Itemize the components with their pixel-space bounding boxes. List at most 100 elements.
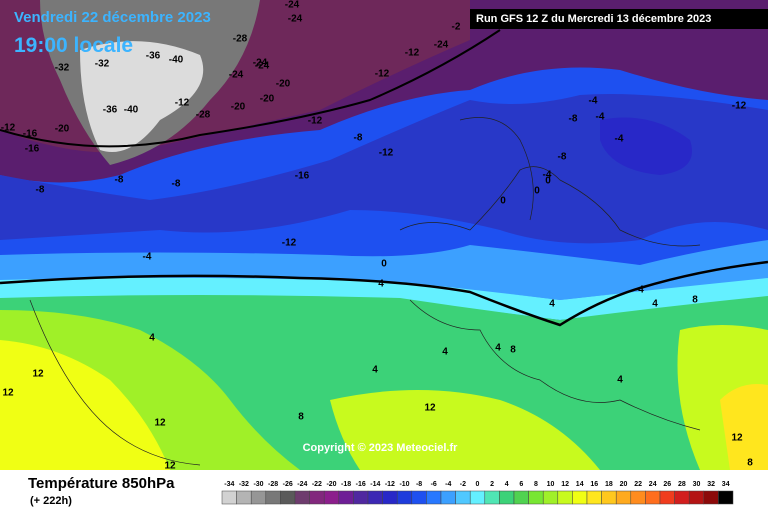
contour-label: -8 — [558, 152, 567, 163]
color-swatch — [221, 490, 237, 505]
contour-label: 4 — [495, 343, 501, 354]
scale-tick-label: -28 — [268, 481, 278, 488]
color-swatch — [630, 490, 646, 505]
contour-label: -16 — [23, 129, 38, 140]
color-swatch — [586, 490, 602, 505]
scale-tick-label: 8 — [534, 481, 538, 488]
contour-label: -8 — [569, 114, 578, 125]
contour-label: -8 — [115, 175, 124, 186]
contour-label: 12 — [32, 369, 44, 380]
color-swatch — [382, 490, 398, 505]
local-time: 19:00 locale — [14, 34, 133, 57]
color-swatch — [718, 490, 734, 505]
contour-label: -28 — [233, 34, 248, 45]
contour-label: 8 — [298, 412, 304, 423]
color-swatch — [542, 490, 559, 505]
scale-tick-label: -22 — [312, 481, 322, 488]
contour-label: -12 — [175, 98, 190, 109]
scale-tick-label: -8 — [416, 481, 422, 488]
contour-label: 0 — [545, 176, 551, 187]
scale-tick-label: -12 — [385, 481, 395, 488]
contour-label: 12 — [731, 433, 743, 444]
contour-label: -12 — [379, 148, 394, 159]
contour-label: -40 — [124, 105, 139, 116]
contour-label: -36 — [103, 105, 118, 116]
scale-tick-label: 0 — [476, 481, 480, 488]
color-swatch — [367, 490, 383, 505]
scale-tick-label: -18 — [341, 481, 351, 488]
color-swatch — [236, 490, 252, 505]
color-swatch — [645, 490, 661, 505]
color-swatch — [353, 490, 369, 505]
contour-label: 4 — [442, 347, 448, 358]
color-swatch — [572, 490, 588, 505]
scale-tick-label: 30 — [693, 481, 701, 488]
scale-tick-label: -6 — [431, 481, 437, 488]
contour-label: -12 — [282, 238, 297, 249]
contour-label: -20 — [231, 102, 246, 113]
scale-tick-label: -2 — [460, 481, 466, 488]
color-swatch — [469, 490, 486, 505]
color-swatch — [601, 490, 617, 505]
color-swatch — [688, 490, 705, 505]
scale-tick-label: 14 — [576, 481, 584, 488]
scale-tick-label: -16 — [356, 481, 366, 488]
color-swatch — [294, 490, 310, 505]
scale-tick-label: -24 — [297, 481, 307, 488]
color-swatch — [411, 490, 427, 505]
scale-tick-label: 4 — [505, 481, 509, 488]
contour-label: -8 — [354, 133, 363, 144]
contour-label: 4 — [372, 365, 378, 376]
color-swatch — [674, 490, 690, 505]
contour-label: 12 — [2, 388, 14, 399]
scale-tick-label: 6 — [519, 481, 523, 488]
contour-label: -20 — [260, 94, 275, 105]
contour-label: -12 — [375, 69, 390, 80]
scale-tick-label: -10 — [399, 481, 409, 488]
contour-label: 8 — [747, 458, 753, 469]
scale-tick-label: 22 — [634, 481, 642, 488]
contour-label: 0 — [534, 186, 540, 197]
scale-tick-label: 2 — [490, 481, 494, 488]
contour-label: -4 — [589, 96, 598, 107]
contour-label: -36 — [146, 51, 161, 62]
contour-label: -24 — [229, 70, 244, 81]
contour-label: -12 — [732, 101, 747, 112]
contour-label: -24 — [288, 14, 303, 25]
contour-labels: -24-24-2-24-28-24-24-20-32 -32-36 -40-36 -4… — [1, 0, 753, 472]
contour-label: 4 — [549, 299, 555, 310]
color-swatch — [528, 490, 544, 505]
contour-label: -32 — [95, 59, 110, 70]
color-swatch — [426, 490, 442, 505]
color-swatch — [703, 490, 719, 505]
contour-label: -28 — [196, 110, 211, 121]
color-swatch — [499, 490, 515, 505]
contour-label: -24 — [255, 61, 270, 72]
scale-tick-label: -20 — [326, 481, 336, 488]
scale-tick-label: 34 — [722, 481, 730, 488]
contour-label: -12 — [308, 116, 323, 127]
contour-label: -40 — [169, 55, 184, 66]
contour-label: -32 — [55, 63, 70, 74]
contour-label: 12 — [154, 418, 166, 429]
color-swatch — [557, 490, 573, 505]
color-swatch — [396, 490, 413, 505]
legend-title: Température 850hPa — [28, 475, 175, 492]
contour-label: -16 — [25, 144, 40, 155]
contour-label: 8 — [510, 345, 516, 356]
contour-label: -2 — [452, 22, 461, 33]
color-swatch — [615, 490, 632, 505]
contour-label: 4 — [617, 375, 623, 386]
contour-label: -12 — [1, 123, 16, 134]
color-swatch — [280, 490, 296, 505]
scale-tick-label: 26 — [663, 481, 671, 488]
contour-label: 0 — [381, 259, 387, 270]
color-swatch — [440, 490, 456, 505]
color-swatch — [323, 490, 340, 505]
contour-label: -24 — [434, 40, 449, 51]
contour-label: 12 — [424, 403, 436, 414]
scale-tick-label: -34 — [224, 481, 234, 488]
scale-tick-label: -32 — [239, 481, 249, 488]
color-swatch — [309, 490, 325, 505]
